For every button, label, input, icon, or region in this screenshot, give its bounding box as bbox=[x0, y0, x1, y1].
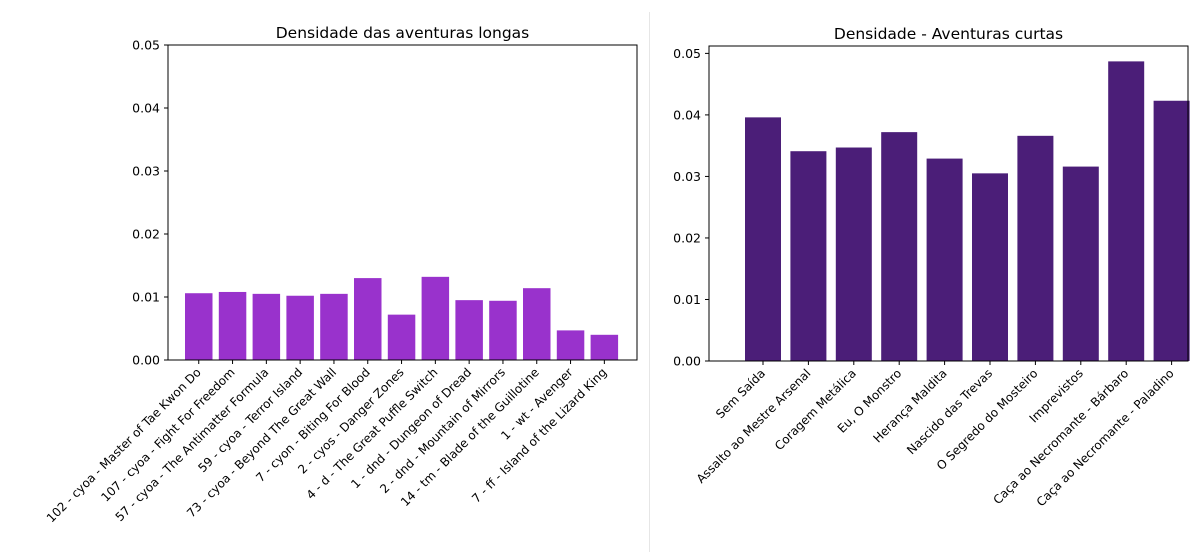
x-tick-label: 57 - cyoa - The Antimatter Formula bbox=[113, 365, 272, 524]
bar bbox=[790, 151, 827, 361]
bar bbox=[387, 314, 416, 360]
panel-divider bbox=[649, 12, 650, 552]
y-tick-label: 0.00 bbox=[673, 354, 701, 369]
bar bbox=[590, 334, 619, 360]
y-tick-label: 0.02 bbox=[673, 230, 701, 245]
bar bbox=[972, 173, 1008, 361]
bar bbox=[455, 300, 483, 360]
bar bbox=[185, 293, 213, 360]
x-tick-label: Nascido das Trevas bbox=[904, 366, 995, 457]
bar bbox=[523, 288, 551, 360]
x-tick-label: Coragem Metálica bbox=[772, 366, 859, 453]
bar bbox=[745, 117, 781, 361]
y-tick-label: 0.01 bbox=[673, 292, 701, 307]
plot-frame bbox=[167, 44, 638, 361]
y-tick-label: 0.00 bbox=[132, 353, 160, 368]
y-tick-label: 0.03 bbox=[132, 164, 160, 179]
y-tick-label: 0.03 bbox=[673, 169, 701, 184]
y-tick-label: 0.05 bbox=[673, 46, 701, 61]
bar bbox=[1153, 100, 1190, 361]
bar bbox=[320, 293, 348, 360]
bar bbox=[286, 295, 314, 360]
y-tick-label: 0.02 bbox=[132, 227, 160, 242]
bar bbox=[881, 132, 918, 361]
bar bbox=[354, 278, 382, 360]
chart-1: Densidade das aventuras longas 0.00 0.01 0.… bbox=[44, 24, 638, 525]
y-tick-label: 0.04 bbox=[673, 107, 701, 122]
bar bbox=[835, 147, 872, 361]
bar bbox=[1017, 135, 1054, 361]
bar bbox=[218, 291, 247, 360]
chart-2: Densidade - Aventuras curtas 0.00 0.01 0.02… bbox=[673, 25, 1190, 509]
bar bbox=[1108, 61, 1145, 361]
plot-frame bbox=[708, 45, 1189, 362]
y-tick-label: 0.01 bbox=[132, 290, 160, 305]
bar bbox=[1062, 166, 1099, 361]
bar bbox=[926, 158, 963, 361]
bar bbox=[252, 293, 281, 360]
bar bbox=[556, 330, 585, 360]
y-tick-label: 0.05 bbox=[132, 38, 160, 53]
x-tick-label: 102 - cyoa - Master of Tae Kwon Do bbox=[44, 365, 204, 525]
y-tick-label: 0.04 bbox=[132, 101, 160, 116]
bar bbox=[421, 276, 450, 360]
chart-title: Densidade das aventuras longas bbox=[276, 24, 530, 42]
chart-title: Densidade - Aventuras curtas bbox=[834, 25, 1063, 43]
bar bbox=[489, 300, 517, 360]
